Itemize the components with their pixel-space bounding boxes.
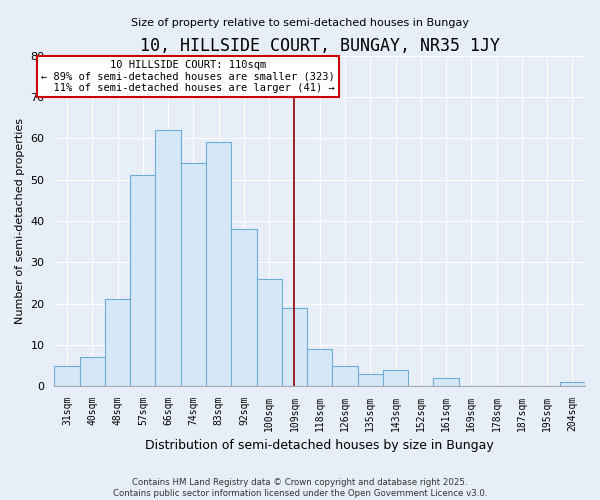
X-axis label: Distribution of semi-detached houses by size in Bungay: Distribution of semi-detached houses by … <box>145 440 494 452</box>
Bar <box>80 358 105 386</box>
Bar <box>231 229 257 386</box>
Title: 10, HILLSIDE COURT, BUNGAY, NR35 1JY: 10, HILLSIDE COURT, BUNGAY, NR35 1JY <box>140 38 500 56</box>
Y-axis label: Number of semi-detached properties: Number of semi-detached properties <box>15 118 25 324</box>
Text: Size of property relative to semi-detached houses in Bungay: Size of property relative to semi-detach… <box>131 18 469 28</box>
Bar <box>332 366 358 386</box>
Bar <box>358 374 383 386</box>
Bar <box>433 378 458 386</box>
Bar <box>181 163 206 386</box>
Text: Contains HM Land Registry data © Crown copyright and database right 2025.
Contai: Contains HM Land Registry data © Crown c… <box>113 478 487 498</box>
Bar <box>257 279 282 386</box>
Text: 10 HILLSIDE COURT: 110sqm
← 89% of semi-detached houses are smaller (323)
  11% : 10 HILLSIDE COURT: 110sqm ← 89% of semi-… <box>41 60 335 93</box>
Bar <box>307 349 332 386</box>
Bar <box>130 176 155 386</box>
Bar <box>55 366 80 386</box>
Bar <box>383 370 408 386</box>
Bar <box>155 130 181 386</box>
Bar <box>105 300 130 386</box>
Bar <box>282 308 307 386</box>
Bar <box>560 382 585 386</box>
Bar <box>206 142 231 386</box>
